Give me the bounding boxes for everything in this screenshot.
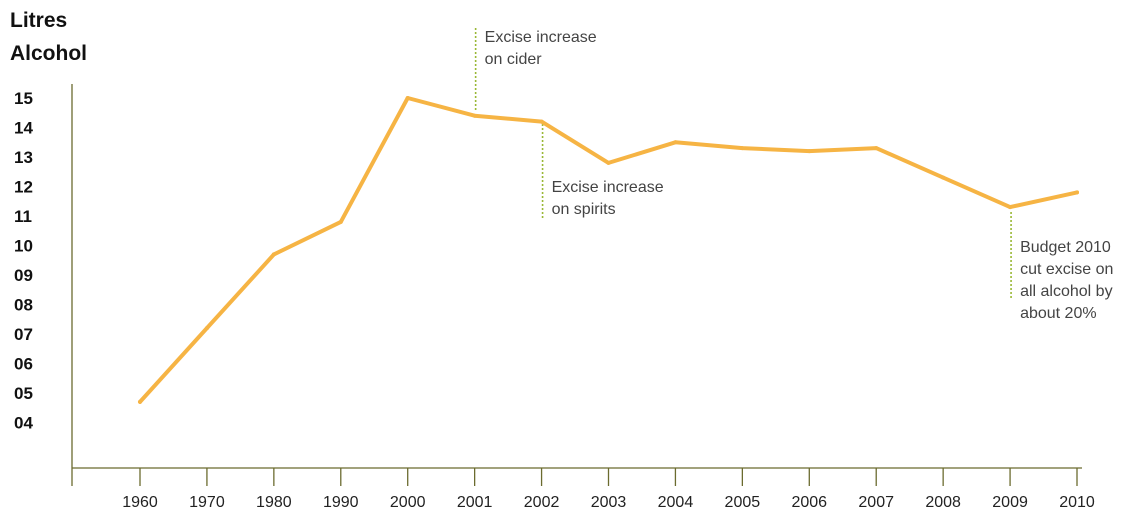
y-axis-label: Litres Alcohol <box>10 9 87 65</box>
annotations: Excise increase on cider Excise increase on… <box>474 28 1113 322</box>
y-tick-label: 10 <box>14 237 33 256</box>
data-point <box>472 113 477 118</box>
y-tick-label: 12 <box>14 178 33 197</box>
y-tick-label: 06 <box>14 355 33 374</box>
x-tick-label: 2009 <box>992 494 1028 511</box>
data-point <box>271 252 276 257</box>
y-tick-label: 14 <box>14 119 33 138</box>
y-tick-label: 15 <box>14 89 33 108</box>
annotation-text: all alcohol by <box>1020 283 1113 300</box>
annotation-text: Excise increase <box>552 179 664 196</box>
x-tick-label: 1960 <box>122 494 158 511</box>
x-tick-label: 1990 <box>323 494 359 511</box>
data-point <box>673 140 678 145</box>
x-tick-label: 2005 <box>725 494 761 511</box>
x-tick-label: 2004 <box>658 494 694 511</box>
x-tick-label: 2003 <box>591 494 627 511</box>
annotation-text: cut excise on <box>1020 261 1113 278</box>
annotation-text: Budget 2010 <box>1020 239 1111 256</box>
data-point <box>941 175 946 180</box>
y-axis-label-line-2: Alcohol <box>10 42 87 65</box>
axes <box>71 84 1082 486</box>
x-tick-label: 2008 <box>925 494 961 511</box>
y-tick-label: 04 <box>14 414 33 433</box>
data-point <box>539 119 544 124</box>
annotation-text: on spirits <box>552 201 616 218</box>
data-point <box>1008 205 1013 210</box>
y-tick-label: 11 <box>14 207 32 226</box>
series-line-group <box>138 96 1079 404</box>
data-point <box>740 146 745 151</box>
annotation-text: about 20% <box>1020 305 1097 322</box>
x-tick-label: 1970 <box>189 494 225 511</box>
x-tick-label: 1980 <box>256 494 292 511</box>
data-point <box>606 160 611 165</box>
data-point <box>807 149 812 154</box>
annotation-text: Excise increase <box>485 29 597 46</box>
y-tick-label: 07 <box>14 325 33 344</box>
data-point <box>874 146 879 151</box>
y-tick-label: 08 <box>14 296 33 315</box>
data-point <box>138 399 142 404</box>
y-tick-label: 05 <box>14 384 33 403</box>
data-point <box>338 219 343 224</box>
annotation-text: on cider <box>485 51 543 68</box>
x-tick-label: 2001 <box>457 494 493 511</box>
x-tick-label: 2010 <box>1059 494 1095 511</box>
data-point <box>1075 190 1079 195</box>
y-tick-label: 09 <box>14 266 33 285</box>
y-tick-label: 13 <box>14 148 33 167</box>
x-tick-label: 2002 <box>524 494 560 511</box>
series-line <box>138 96 1079 404</box>
y-axis-label-line-1: Litres <box>10 9 67 32</box>
data-point <box>204 326 209 331</box>
x-tick-label: 2006 <box>791 494 827 511</box>
x-tick-label: 2000 <box>390 494 426 511</box>
x-tick-label: 2007 <box>858 494 894 511</box>
data-point <box>405 96 410 100</box>
y-axis-ticks: 15 14 13 12 11 10 09 08 07 06 05 04 <box>14 89 33 433</box>
x-axis-ticks: 1960 1970 1980 1990 2000 2001 2002 2003 2004 2005… <box>122 468 1095 511</box>
